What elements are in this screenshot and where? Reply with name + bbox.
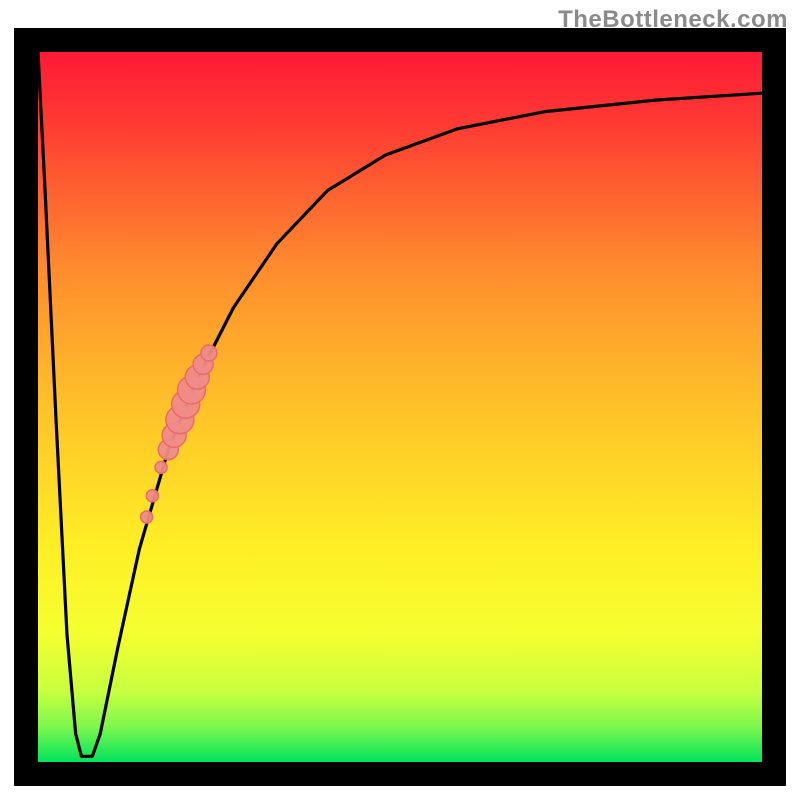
marker-point bbox=[155, 461, 167, 473]
gradient-background bbox=[38, 52, 762, 762]
marker-point bbox=[141, 511, 153, 523]
watermark-text: TheBottleneck.com bbox=[558, 6, 788, 34]
marker-point bbox=[201, 345, 217, 361]
plot-svg bbox=[38, 52, 762, 762]
marker-point bbox=[146, 490, 158, 502]
plot-area bbox=[38, 52, 762, 762]
plot-border bbox=[14, 28, 786, 786]
